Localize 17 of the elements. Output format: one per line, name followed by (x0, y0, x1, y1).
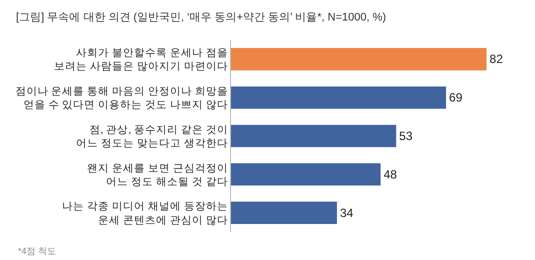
bar (231, 124, 396, 148)
y-tick-label: 왠지 운세를 보면 근심걱정이 어느 정도 해소될 것 같다 (87, 162, 228, 188)
data-label: 53 (399, 129, 413, 143)
bar (231, 163, 381, 186)
data-label: 82 (490, 52, 504, 66)
bar (231, 202, 337, 224)
y-tick-label: 사회가 불안할수록 운세나 점을 보려는 사람들은 많아지기 마련이다 (54, 47, 228, 73)
chart-title: [그림] 무속에 대한 의견 (일반국민, ‘매우 동의+약간 동의’ 비율*, N=1000, %) (16, 12, 386, 24)
data-label: 48 (384, 167, 398, 182)
data-label: 34 (340, 206, 354, 220)
text: *4점 척도 (18, 246, 56, 256)
y-tick-label: 점이나 운세를 통해 마음의 안정이나 희망을 얻을 수 있다면 이용하는 것도 나쁘지 않다 (15, 85, 228, 112)
y-tick-label: 나는 각종 미디어 채널에 등장하는 운세 콘텐츠에 관심이 많다 (62, 200, 228, 226)
y-tick-label: 점, 관상, 풍수지리 같은 것이 어느 정도는 맞는다고 생각한다 (76, 124, 228, 150)
bar (231, 48, 487, 70)
bar (231, 86, 446, 109)
data-label: 69 (449, 90, 463, 105)
